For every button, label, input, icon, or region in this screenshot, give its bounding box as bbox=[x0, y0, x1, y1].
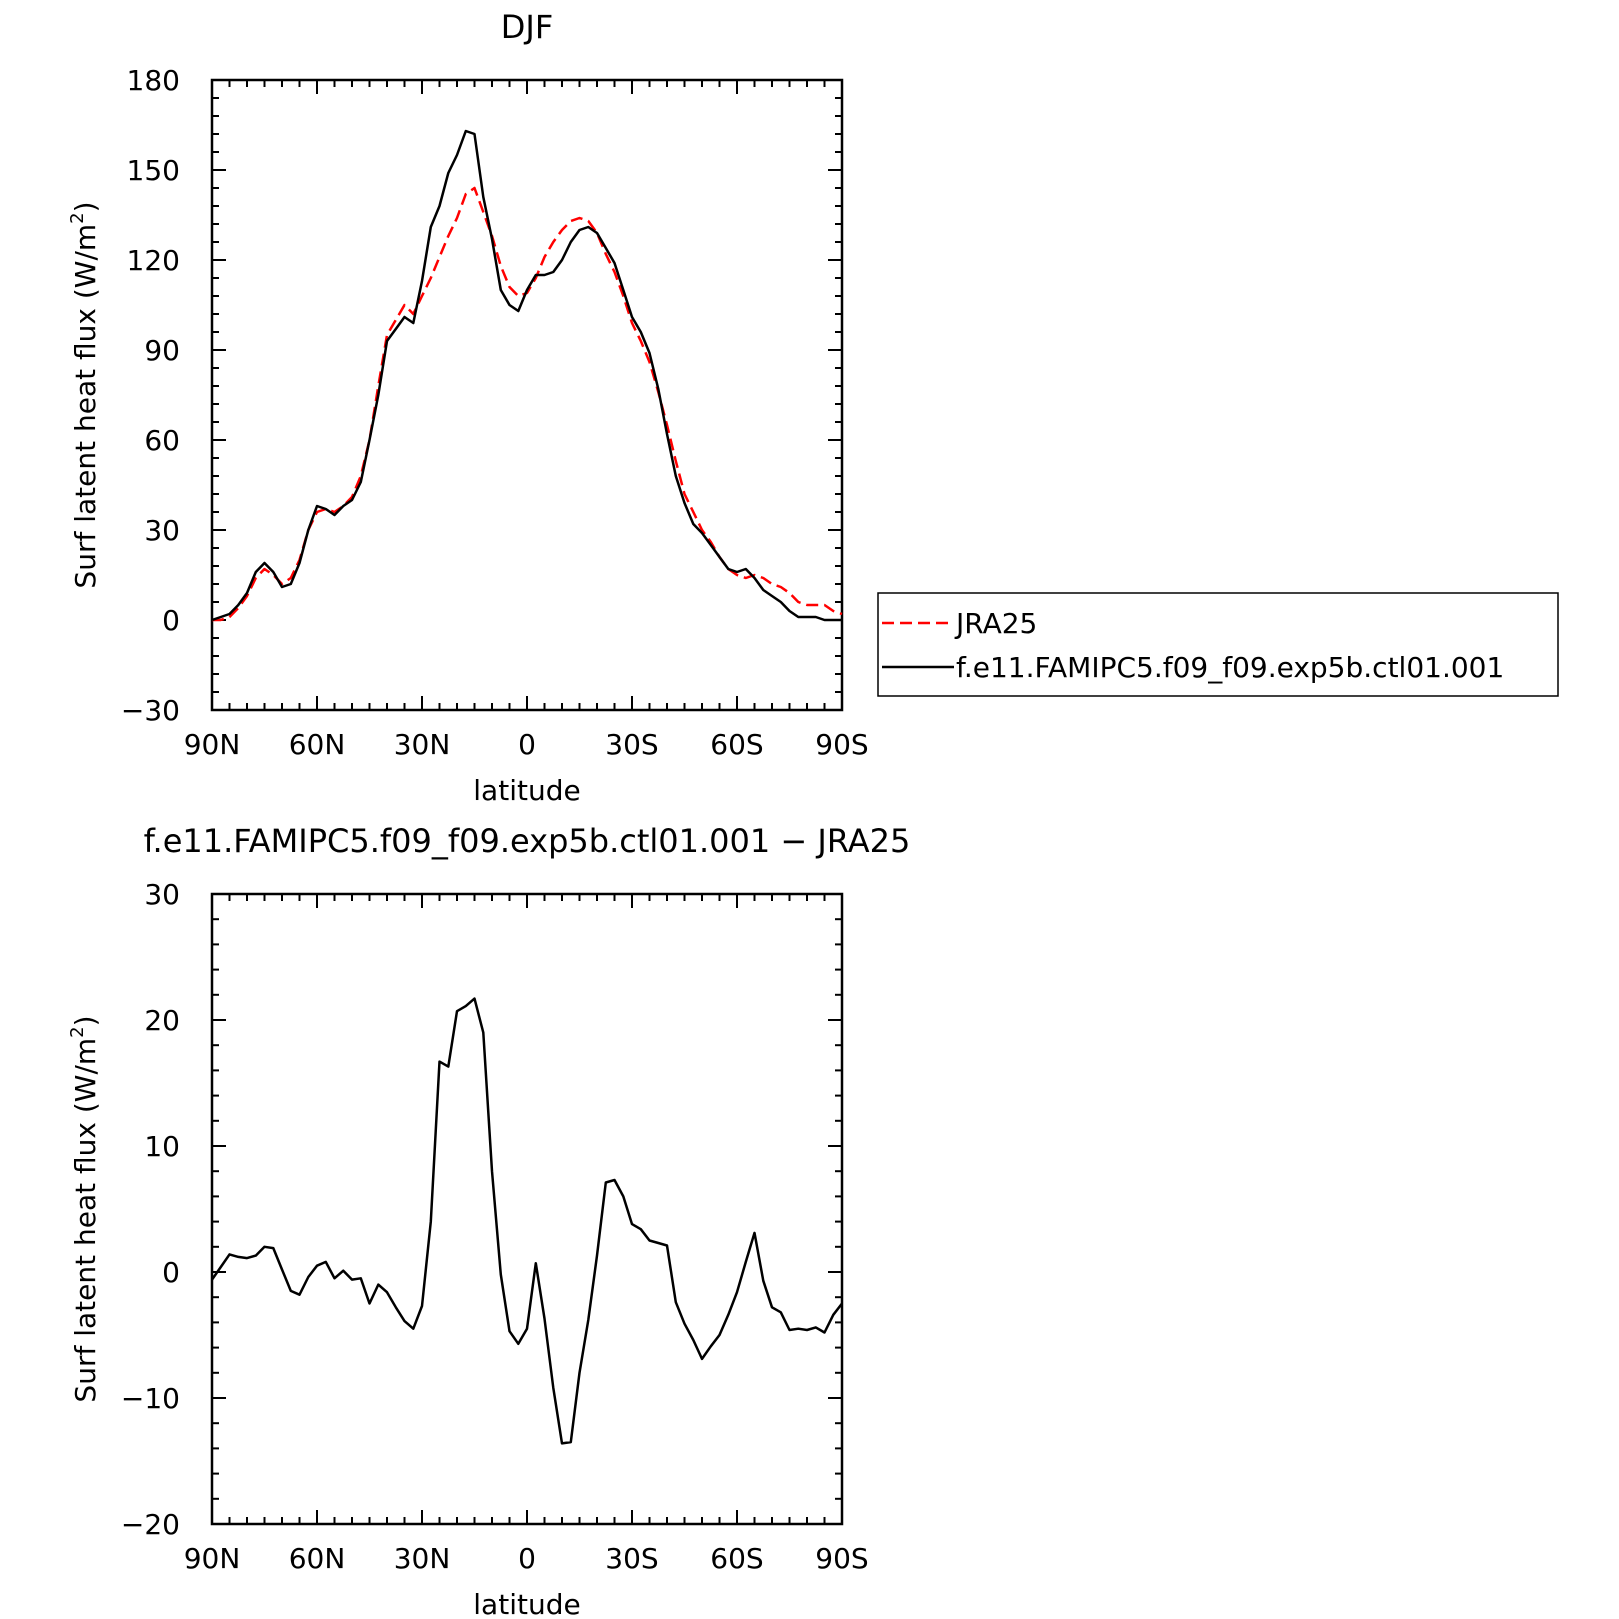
legend-label-0: JRA25 bbox=[954, 607, 1037, 640]
x-tick-label: 60N bbox=[289, 1542, 346, 1575]
y-axis-label-tail: ) bbox=[69, 1015, 102, 1026]
y-tick-label: 0 bbox=[162, 1256, 180, 1289]
y-tick-label: 20 bbox=[144, 1004, 180, 1037]
y-axis-label: Surf latent heat flux (W/m2) bbox=[67, 1015, 102, 1402]
x-tick-label: 0 bbox=[518, 1542, 536, 1575]
y-tick-label: 30 bbox=[144, 514, 180, 547]
y-tick-label: 60 bbox=[144, 424, 180, 457]
y-tick-label: 120 bbox=[127, 244, 180, 277]
x-tick-label: 30N bbox=[394, 728, 451, 761]
legend: JRA25 f.e11.FAMIPC5.f09_f09.exp5b.ctl01.0… bbox=[877, 592, 1559, 697]
x-tick-label: 90S bbox=[815, 728, 868, 761]
chart-title: f.e11.FAMIPC5.f09_f09.exp5b.ctl01.001 − … bbox=[144, 822, 911, 860]
x-tick-label: 60S bbox=[710, 1542, 763, 1575]
y-tick-label: 180 bbox=[127, 64, 180, 97]
y-axis-label-sup: 2 bbox=[67, 212, 88, 223]
legend-box bbox=[877, 592, 1559, 697]
y-tick-label: −30 bbox=[121, 694, 180, 727]
chart-title: DJF bbox=[501, 8, 553, 46]
x-tick-label: 30S bbox=[605, 1542, 658, 1575]
y-tick-label: 10 bbox=[144, 1130, 180, 1163]
x-tick-label: 60S bbox=[710, 728, 763, 761]
y-axis-label: Surf latent heat flux (W/m2) bbox=[67, 201, 102, 588]
legend-label-1: f.e11.FAMIPC5.f09_f09.exp5b.ctl01.001 bbox=[956, 651, 1504, 684]
x-tick-label: 60N bbox=[289, 728, 346, 761]
panel-bottom: 90N 60N 30N 0 30S 60S 90S −20 −10 0 10 20 30 f.e11.FA… bbox=[67, 822, 910, 1619]
y-axis-label-main: Surf latent heat flux (W/m bbox=[69, 224, 102, 589]
y-tick-label: −20 bbox=[121, 1508, 180, 1541]
series-line-dashed-0 bbox=[212, 186, 843, 622]
y-tick-label: 0 bbox=[162, 604, 180, 637]
y-tick-label: 30 bbox=[144, 878, 180, 911]
x-tick-label: 90S bbox=[815, 1542, 868, 1575]
x-tick-label: 0 bbox=[518, 728, 536, 761]
series-line-solid-0 bbox=[210, 997, 843, 1445]
y-axis-label-main: Surf latent heat flux (W/m bbox=[69, 1038, 102, 1403]
y-axis-label-tail: ) bbox=[69, 201, 102, 212]
x-axis-label: latitude bbox=[473, 774, 580, 807]
plot-frame bbox=[210, 892, 844, 1526]
x-tick-label: 90N bbox=[184, 728, 241, 761]
y-tick-label: −10 bbox=[121, 1382, 180, 1415]
y-axis-label-sup: 2 bbox=[67, 1026, 88, 1037]
y-tick-label: 90 bbox=[144, 334, 180, 367]
panel-top: 90N 60N 30N 0 30S 60S 90S −30 0 30 60 90 120 150 180 DJ… bbox=[67, 8, 869, 807]
series-line-solid-1 bbox=[211, 129, 842, 622]
x-axis-label: latitude bbox=[473, 1588, 580, 1619]
x-tick-label: 90N bbox=[184, 1542, 241, 1575]
plot-frame bbox=[210, 78, 844, 712]
x-tick-label: 30S bbox=[605, 728, 658, 761]
x-tick-label: 30N bbox=[394, 1542, 451, 1575]
y-tick-label: 150 bbox=[127, 154, 180, 187]
